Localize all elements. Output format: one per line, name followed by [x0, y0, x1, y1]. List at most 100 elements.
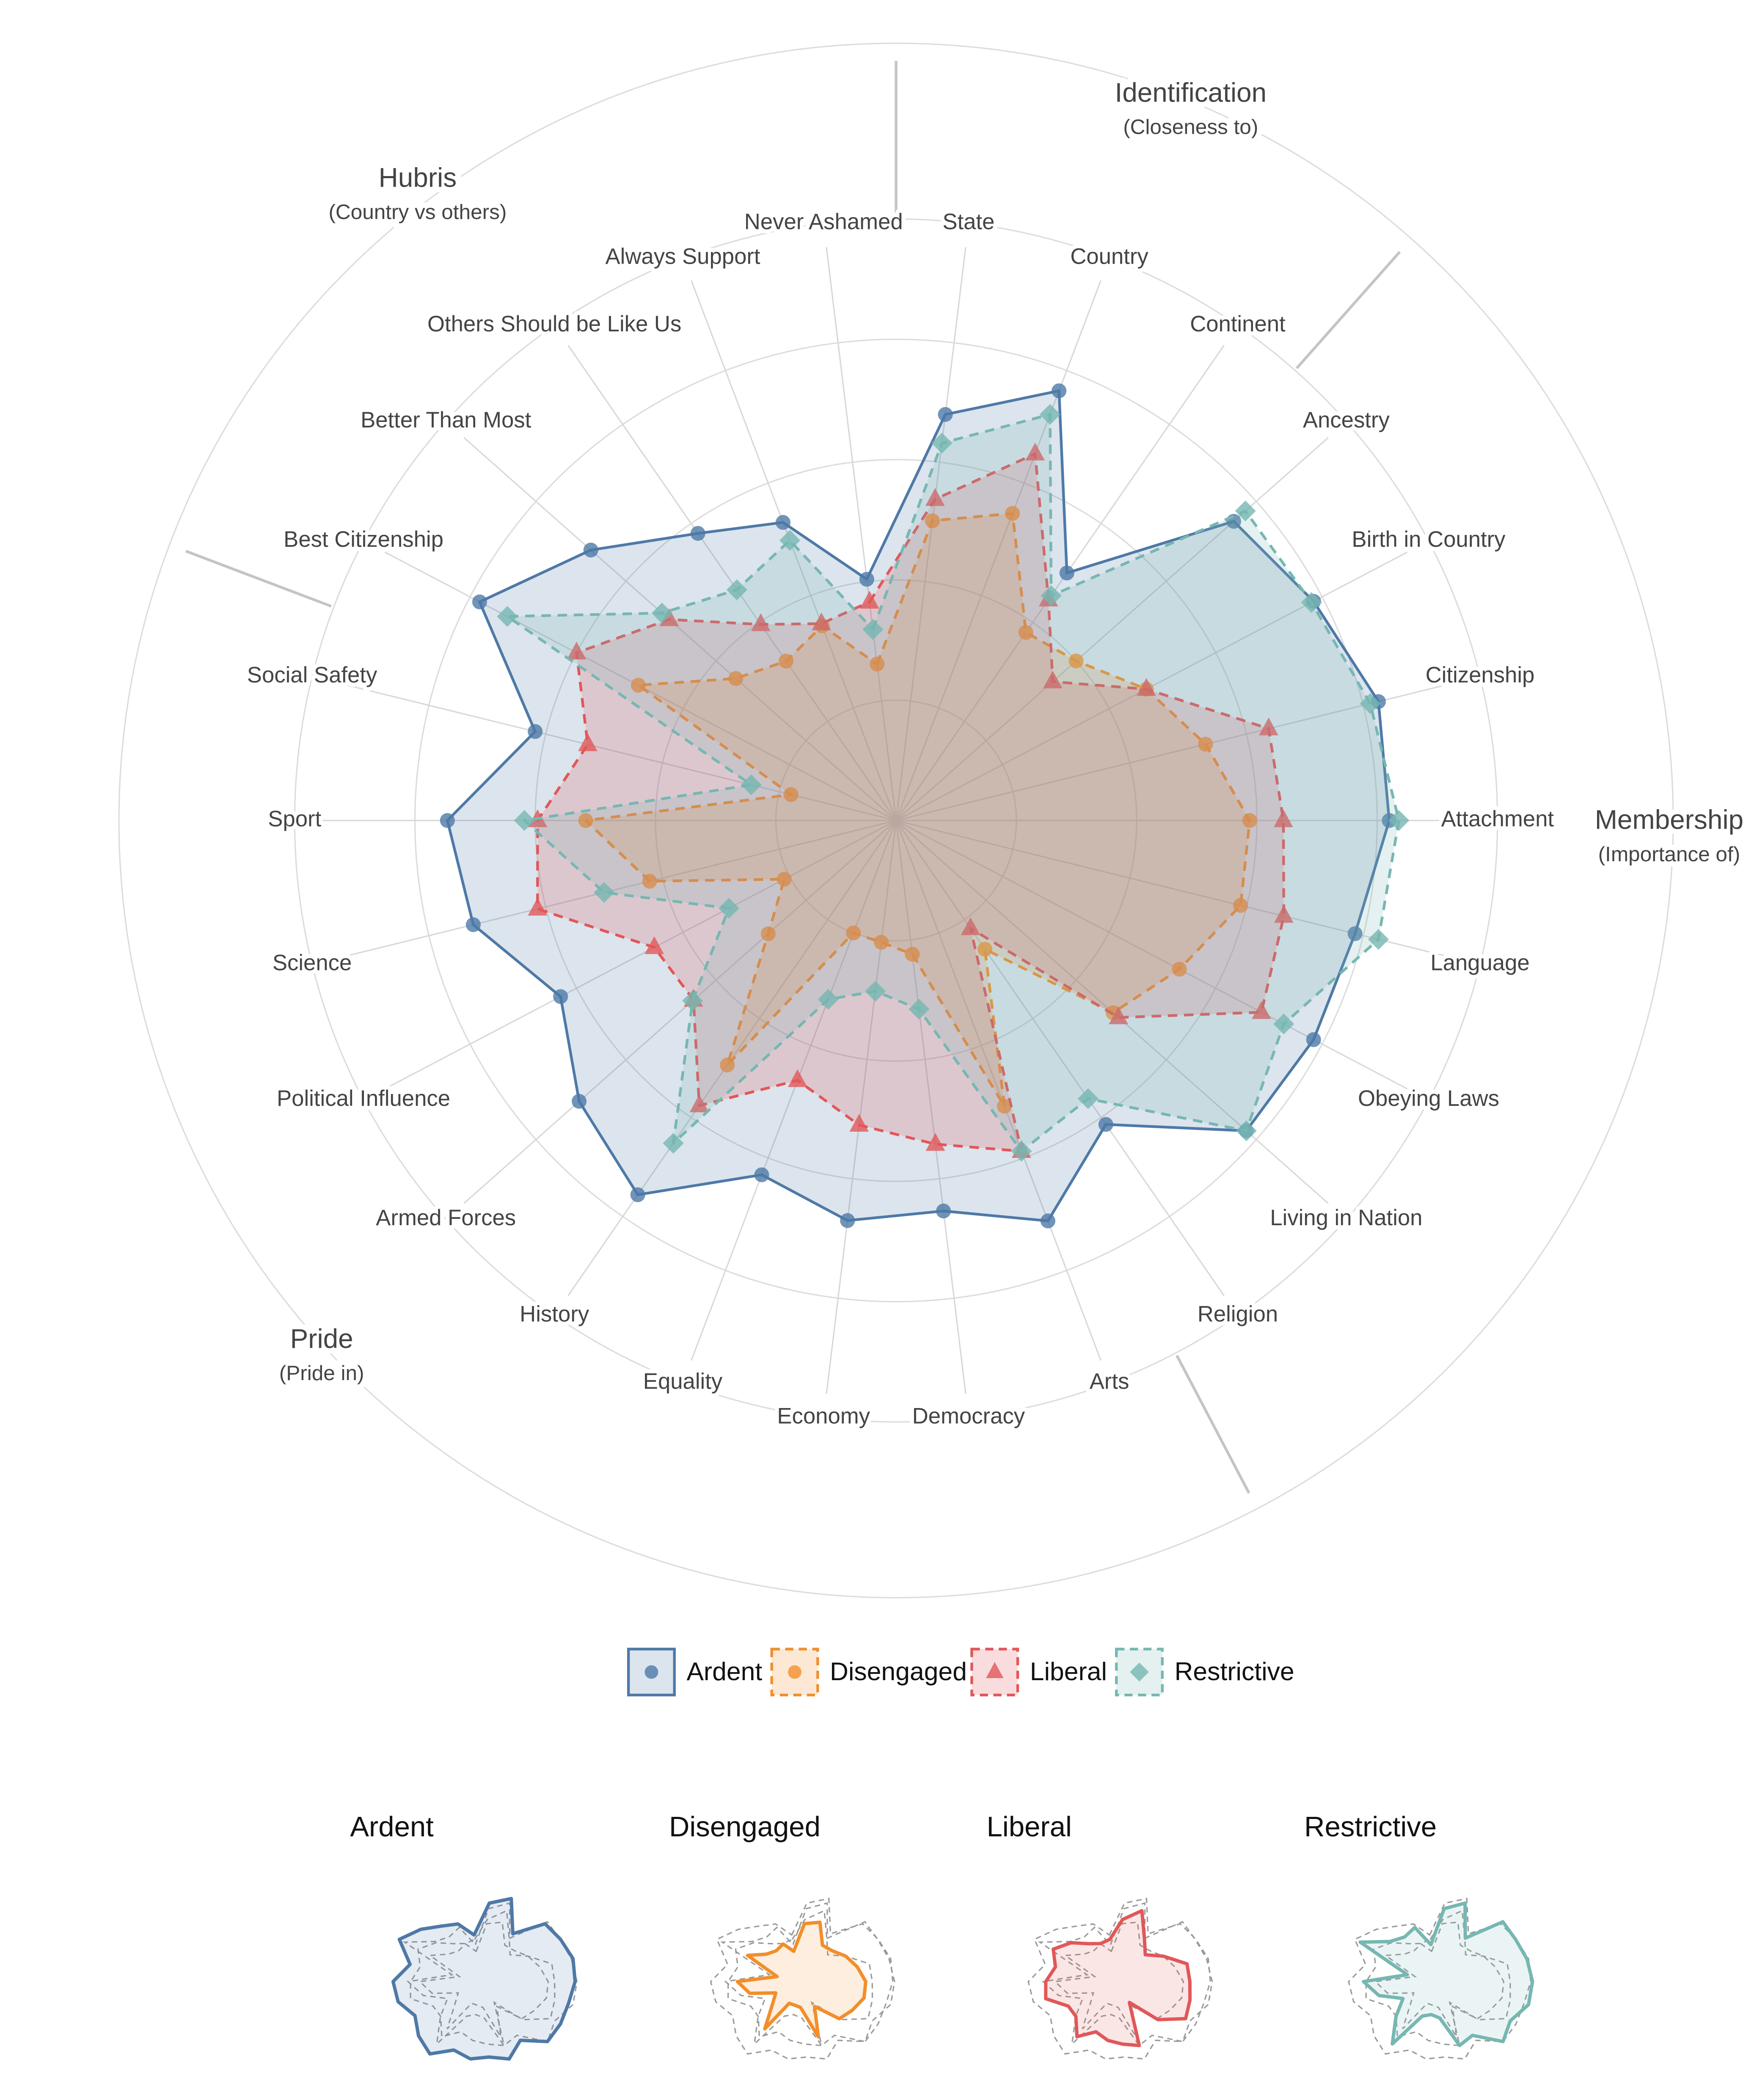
axis-label: Always Support: [606, 244, 760, 269]
data-point-liberal-birth-in-country: [1137, 678, 1156, 696]
data-point-liberal-history: [689, 1094, 709, 1113]
data-point-restrictive-armed-forces: [682, 990, 703, 1011]
data-point-disengaged-best-citizenship: [631, 678, 646, 693]
data-point-ardent-language: [1347, 926, 1363, 941]
group-labels: Identification (Closeness to) Membership (I…: [274, 72, 1749, 1390]
data-point-ardent-best-citizenship: [472, 594, 487, 609]
series-restrictive: [497, 404, 1410, 1162]
data-point-disengaged-ancestry: [1069, 653, 1084, 669]
data-point-restrictive-economy: [865, 981, 886, 1002]
data-point-liberal-science: [528, 898, 548, 916]
legend-item-ardent: Ardent: [627, 1648, 762, 1697]
series-layer: [440, 383, 1410, 1229]
axis-label: Democracy: [912, 1404, 1025, 1429]
small-multiple-context-liberal: [410, 1910, 556, 2046]
data-point-restrictive-living-in-nation: [1236, 1120, 1257, 1141]
data-point-disengaged-democracy: [905, 947, 920, 962]
data-point-disengaged-others-should-be-like-us: [778, 653, 794, 669]
group-boundary: [1295, 251, 1401, 369]
data-point-restrictive-country: [1039, 404, 1060, 425]
spoke-continent: [895, 344, 1225, 821]
spoke-ancestry: [895, 437, 1329, 821]
series-liberal: [528, 442, 1294, 1158]
spoke-political-influence: [384, 820, 897, 1090]
data-point-disengaged-never-ashamed: [870, 656, 885, 672]
data-point-disengaged-religion: [977, 942, 993, 957]
axis-label: Ancestry: [1303, 408, 1390, 433]
small-multiple-title: Restrictive: [1304, 1811, 1437, 1843]
data-point-restrictive-language: [1368, 929, 1389, 950]
data-point-restrictive-always-support: [779, 530, 801, 551]
data-point-ardent-country: [1051, 383, 1067, 398]
data-point-liberal-democracy: [925, 1133, 945, 1151]
data-point-ardent-political-influence: [553, 989, 568, 1004]
axis-label: Armed Forces: [376, 1205, 516, 1230]
small-multiple-context-ardent: [1348, 1898, 1531, 2060]
data-point-restrictive-equality: [818, 989, 839, 1010]
data-point-liberal-economy: [849, 1113, 869, 1132]
small-multiple-area-restrictive: [1358, 1901, 1534, 2048]
data-point-ardent-social-safety: [528, 724, 543, 739]
legend-marker-diamond: [1130, 1662, 1149, 1682]
legend-marker-circle: [644, 1665, 658, 1679]
data-point-liberal-social-safety: [578, 733, 598, 751]
spoke-country: [895, 280, 1102, 821]
data-point-restrictive-science: [593, 882, 615, 903]
data-point-disengaged-equality: [846, 925, 861, 941]
axis-label: Language: [1430, 951, 1529, 976]
data-point-disengaged-better-than-most: [728, 671, 744, 686]
spoke-science: [335, 820, 896, 959]
data-point-liberal-obeying-laws: [1251, 1001, 1271, 1019]
data-point-ardent-never-ashamed: [859, 572, 874, 587]
group-title: Hubris: [379, 163, 457, 193]
data-point-ardent-continent: [1059, 565, 1074, 581]
small-multiple-context-disengaged: [1374, 1921, 1505, 2037]
spoke-democracy: [895, 820, 967, 1394]
spoke-always-support: [691, 280, 897, 821]
small-multiple-area-liberal: [1044, 1909, 1192, 2048]
data-point-disengaged-armed-forces: [760, 926, 776, 941]
small-multiple-context-restrictive: [402, 1902, 578, 2047]
axis-label: Birth in Country: [1352, 527, 1506, 552]
axis-label: Obeying Laws: [1358, 1086, 1499, 1111]
small-multiple-restrictive: Restrictive: [1304, 1811, 1534, 2060]
spoke-obeying-laws: [895, 820, 1408, 1090]
axis-label: Political Influence: [277, 1086, 450, 1111]
legend-label: Restrictive: [1174, 1657, 1294, 1686]
data-point-restrictive-birth-in-country: [1301, 592, 1322, 613]
axis-label: History: [520, 1301, 589, 1326]
group-title: Pride: [290, 1323, 353, 1354]
axis-label: Continent: [1190, 311, 1286, 336]
data-point-ardent-religion: [1098, 1117, 1113, 1132]
small-multiple-context-disengaged: [418, 1921, 549, 2037]
axis-label: Never Ashamed: [744, 209, 903, 234]
data-point-disengaged-state: [925, 513, 940, 528]
spoke-economy: [826, 820, 897, 1394]
data-point-disengaged-obeying-laws: [1172, 962, 1187, 977]
axis-label: Better Than Most: [361, 408, 532, 433]
data-point-disengaged-science: [642, 874, 657, 889]
data-point-disengaged-sport: [578, 813, 593, 828]
spoke-never-ashamed: [826, 247, 897, 821]
data-point-ardent-armed-forces: [572, 1094, 587, 1109]
data-point-liberal-religion: [961, 917, 980, 935]
small-multiple-context-restrictive: [720, 1902, 895, 2047]
data-point-liberal-state: [925, 488, 945, 506]
spoke-language: [896, 820, 1457, 959]
group-boundary: [185, 550, 332, 608]
data-point-ardent-obeying-laws: [1306, 1032, 1321, 1047]
axis-label: Citizenship: [1426, 662, 1535, 687]
legend-item-disengaged: Disengaged: [770, 1648, 967, 1697]
data-point-ardent-always-support: [775, 515, 790, 530]
legend: Ardent Disengaged Liberal Restrictive: [627, 1648, 1294, 1697]
outer-ring: [118, 42, 1674, 1598]
spoke-equality: [691, 820, 897, 1361]
data-point-liberal-others-should-be-like-us: [751, 613, 771, 631]
small-multiple-disengaged: Disengaged: [669, 1811, 895, 2060]
data-point-ardent-better-than-most: [583, 543, 598, 558]
data-point-liberal-never-ashamed: [859, 590, 879, 609]
group-subtitle: (Pride in): [279, 1361, 364, 1385]
data-point-restrictive-continent: [1041, 585, 1062, 606]
group-boundary: [1176, 1355, 1250, 1494]
data-point-restrictive-sport: [514, 810, 535, 831]
